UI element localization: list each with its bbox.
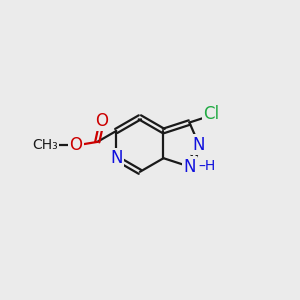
Text: O: O [70, 136, 83, 154]
Text: –H: –H [198, 159, 215, 173]
Text: O: O [95, 112, 108, 130]
Text: CH₃: CH₃ [32, 138, 58, 152]
Text: methyl: methyl [57, 145, 62, 146]
Text: N: N [110, 149, 122, 167]
Text: N: N [193, 136, 205, 154]
Text: N: N [183, 158, 196, 175]
Text: Cl: Cl [203, 105, 220, 123]
